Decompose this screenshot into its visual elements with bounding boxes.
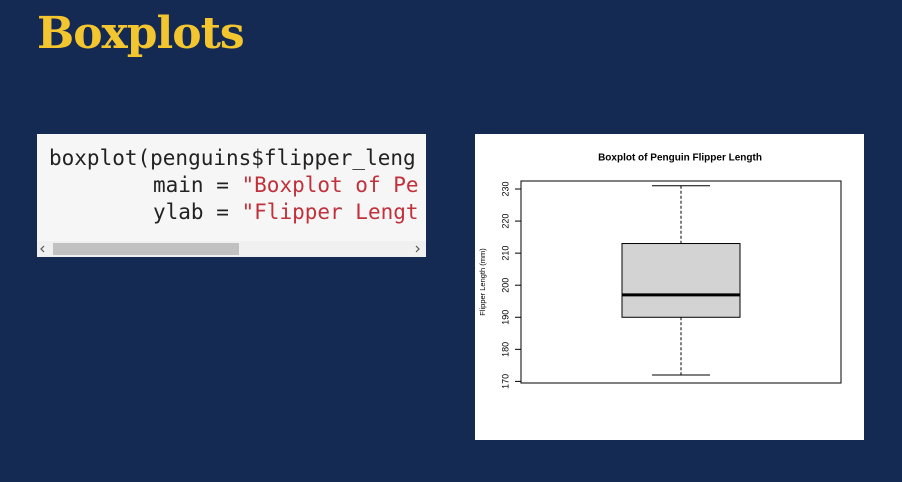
code-text: ylab = — [153, 200, 242, 224]
y-axis-label: Flipper Length (mm) — [478, 248, 487, 316]
y-tick-label: 200 — [500, 278, 510, 293]
y-tick-label: 180 — [500, 342, 510, 357]
slide-title: Boxplots — [37, 8, 245, 59]
y-tick-label: 230 — [500, 182, 510, 197]
code-string: "Boxplot of Pe — [241, 173, 419, 197]
code-line: boxplot(penguins$flipper_leng — [49, 146, 416, 170]
code-text: boxplot(penguins$flipper_leng — [49, 146, 416, 170]
box — [621, 243, 741, 318]
chart-title: Boxplot of Penguin Flipper Length — [598, 153, 762, 164]
code-line: main = "Boxplot of Pe — [153, 173, 419, 197]
y-tick-label: 210 — [500, 246, 510, 261]
code-text: main = — [153, 173, 242, 197]
scroll-left[interactable] — [40, 245, 45, 253]
code-line: ylab = "Flipper Lengt — [153, 200, 419, 224]
plot-frame — [520, 180, 842, 384]
y-tick-label: 220 — [500, 214, 510, 229]
scroll-right[interactable] — [415, 245, 420, 253]
scrollbar-thumb[interactable] — [53, 243, 239, 255]
scroll-arrows — [40, 245, 420, 253]
code-string: "Flipper Lengt — [241, 200, 419, 224]
code-block: boxplot(penguins$flipper_leng main = "Bo… — [37, 134, 426, 257]
y-tick-label: 190 — [500, 310, 510, 325]
y-tick-label: 170 — [500, 374, 510, 389]
scrollbar[interactable] — [37, 241, 426, 257]
